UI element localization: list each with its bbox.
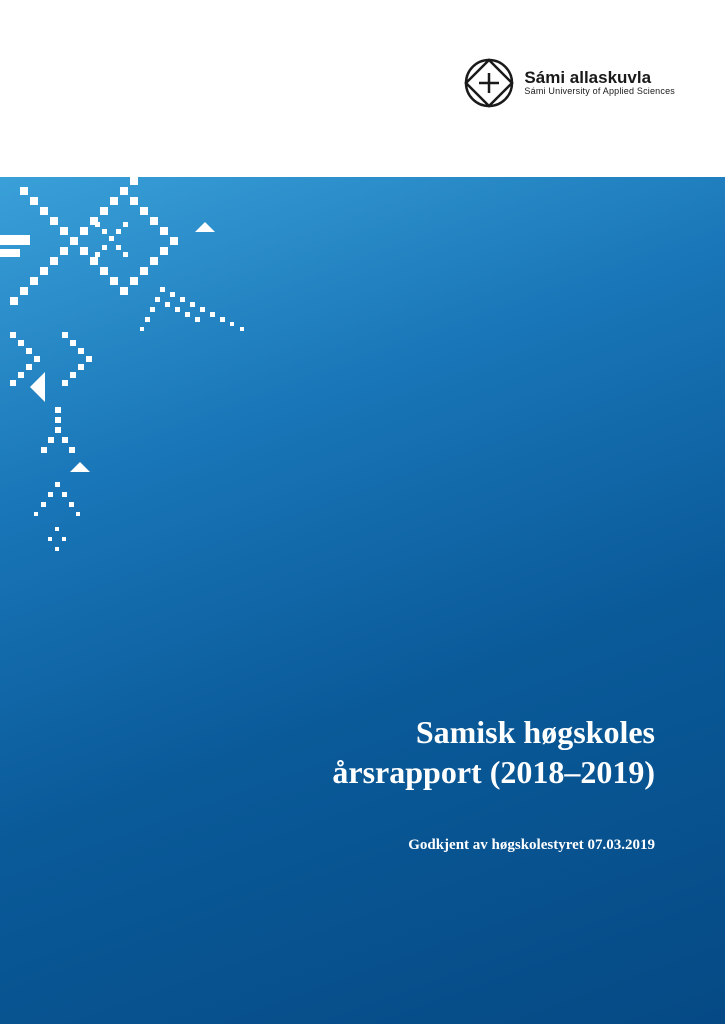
logo-text: Sámi allaskuvla Sámi University of Appli…	[524, 69, 675, 98]
title-block: Samisk høgskoles årsrapport (2018–2019)	[332, 712, 655, 792]
header-area: Sámi allaskuvla Sámi University of Appli…	[0, 0, 725, 177]
logo-block: Sámi allaskuvla Sámi University of Appli…	[464, 58, 675, 108]
logo-subtitle: Sámi University of Applied Sciences	[524, 87, 675, 97]
ornament-pattern	[0, 177, 280, 577]
logo-icon	[464, 58, 514, 108]
cover-subtitle: Godkjent av høgskolestyret 07.03.2019	[408, 837, 655, 854]
title-line-1: Samisk høgskoles	[332, 712, 655, 752]
title-line-2: årsrapport (2018–2019)	[332, 752, 655, 792]
logo-title: Sámi allaskuvla	[524, 69, 675, 88]
cover-panel: Samisk høgskoles årsrapport (2018–2019) …	[0, 177, 725, 1024]
